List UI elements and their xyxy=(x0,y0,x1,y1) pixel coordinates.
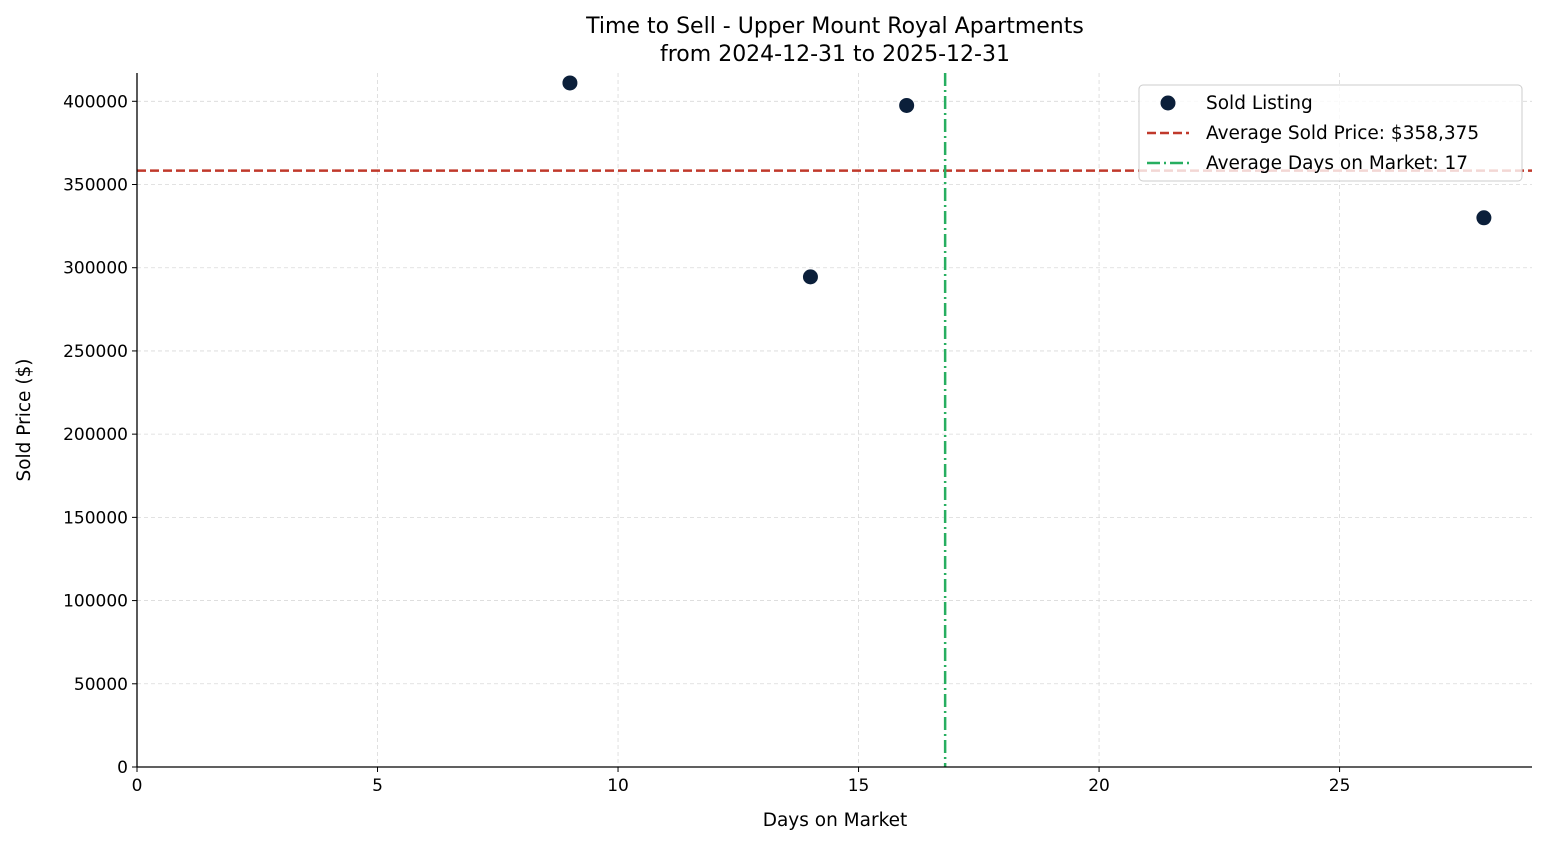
legend-frame xyxy=(1138,84,1523,182)
legend: Sold Listing Average Sold Price: $358,37… xyxy=(1138,84,1523,182)
y-tick-label: 150000 xyxy=(63,508,128,528)
ticks: 0 5 10 15 20 25 0 50000 100000 150000 200000 250000… xyxy=(63,92,1350,796)
scatter-point xyxy=(562,75,578,91)
legend-label-sold-listing: Sold Listing xyxy=(1206,93,1313,114)
legend-marker-sold-listing xyxy=(1160,95,1176,111)
x-tick-label: 0 xyxy=(132,776,143,796)
y-tick-label: 200000 xyxy=(63,425,128,445)
scatter-point xyxy=(802,269,818,285)
x-tick-label: 15 xyxy=(848,776,870,796)
legend-label-avg-price: Average Sold Price: $358,375 xyxy=(1206,123,1479,144)
axes xyxy=(136,73,1532,768)
y-axis-label: Sold Price ($) xyxy=(14,358,35,481)
scatter-point xyxy=(899,97,915,113)
y-tick-label: 50000 xyxy=(74,675,128,695)
x-tick-label: 25 xyxy=(1329,776,1351,796)
x-axis-label: Days on Market xyxy=(763,810,908,831)
x-tick-label: 20 xyxy=(1088,776,1110,796)
y-tick-label: 100000 xyxy=(63,592,128,612)
y-tick-label: 400000 xyxy=(63,92,128,112)
y-tick-label: 300000 xyxy=(63,259,128,279)
chart-subtitle: from 2024-12-31 to 2025-12-31 xyxy=(660,42,1010,67)
legend-label-avg-days: Average Days on Market: 17 xyxy=(1206,153,1468,174)
data-points xyxy=(562,75,1492,285)
chart-title: Time to Sell - Upper Mount Royal Apartme… xyxy=(585,14,1084,39)
y-tick-label: 250000 xyxy=(63,342,128,362)
x-tick-label: 10 xyxy=(607,776,629,796)
y-tick-label: 350000 xyxy=(63,176,128,196)
x-tick-label: 5 xyxy=(372,776,383,796)
scatter-point xyxy=(1476,210,1492,226)
y-tick-label: 0 xyxy=(117,758,128,778)
